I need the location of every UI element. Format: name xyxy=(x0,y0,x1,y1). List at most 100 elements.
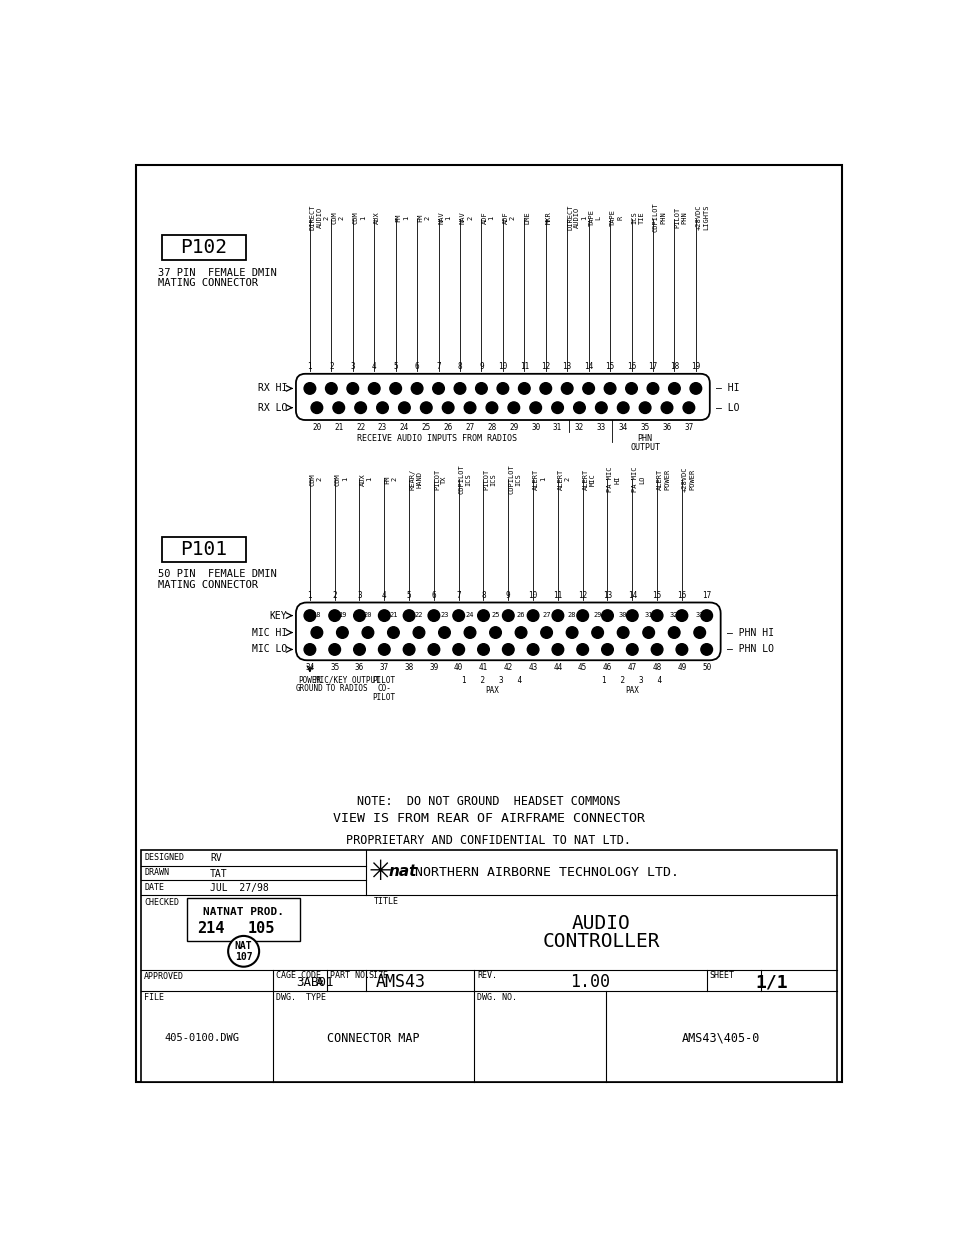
Text: 50 PIN  FEMALE DMIN: 50 PIN FEMALE DMIN xyxy=(158,569,276,579)
Text: 6: 6 xyxy=(431,592,436,600)
Text: FM
2: FM 2 xyxy=(384,475,396,484)
Text: 29: 29 xyxy=(509,424,517,432)
Text: NATNAT PROD.: NATNAT PROD. xyxy=(203,906,284,918)
Circle shape xyxy=(390,383,401,394)
Text: ✳: ✳ xyxy=(368,858,391,885)
Text: PILOT: PILOT xyxy=(373,676,395,684)
Text: 46: 46 xyxy=(602,663,612,672)
Text: TO RADIOS: TO RADIOS xyxy=(326,684,368,693)
Text: AUDIO: AUDIO xyxy=(572,914,630,932)
Text: 36: 36 xyxy=(355,663,364,672)
Text: — LO: — LO xyxy=(716,403,739,412)
Circle shape xyxy=(329,610,340,621)
Text: 33: 33 xyxy=(596,424,605,432)
Text: AMS43: AMS43 xyxy=(375,973,425,992)
Text: 13: 13 xyxy=(602,592,612,600)
Circle shape xyxy=(354,643,365,656)
Text: 33: 33 xyxy=(695,611,703,618)
Circle shape xyxy=(329,643,340,656)
Circle shape xyxy=(438,626,450,638)
Text: DRAWN: DRAWN xyxy=(144,868,169,877)
Text: MKR: MKR xyxy=(545,211,551,224)
Circle shape xyxy=(464,401,476,414)
Text: 10: 10 xyxy=(528,592,537,600)
Circle shape xyxy=(486,401,497,414)
Text: REV.: REV. xyxy=(476,972,497,981)
Text: DME: DME xyxy=(524,211,530,224)
Text: COM
1: COM 1 xyxy=(353,211,365,224)
Circle shape xyxy=(420,401,432,414)
Circle shape xyxy=(625,383,637,394)
Text: 2: 2 xyxy=(332,592,336,600)
Circle shape xyxy=(228,936,259,967)
Text: nat: nat xyxy=(389,864,416,879)
Circle shape xyxy=(502,610,514,621)
Text: 105: 105 xyxy=(247,921,274,936)
Text: 11: 11 xyxy=(553,592,562,600)
Text: 19: 19 xyxy=(691,362,700,370)
Text: 8: 8 xyxy=(457,362,462,370)
Circle shape xyxy=(642,626,654,638)
Text: 3AB01: 3AB01 xyxy=(296,976,334,988)
Text: PAX: PAX xyxy=(625,685,639,694)
Text: CO-: CO- xyxy=(377,684,391,693)
Text: 37 PIN  FEMALE DMIN: 37 PIN FEMALE DMIN xyxy=(158,268,276,278)
Text: ALERT
POWER: ALERT POWER xyxy=(657,468,669,490)
Text: ALERT
2: ALERT 2 xyxy=(558,468,570,490)
Text: 48: 48 xyxy=(652,663,661,672)
Circle shape xyxy=(693,626,705,638)
Text: COPILOT
ICS: COPILOT ICS xyxy=(458,464,471,494)
Text: 23: 23 xyxy=(439,611,448,618)
Text: 30: 30 xyxy=(618,611,627,618)
Text: PILOT
ICS: PILOT ICS xyxy=(483,468,496,490)
Text: APPROVED: APPROVED xyxy=(144,972,184,981)
Text: 7: 7 xyxy=(436,362,440,370)
Text: 26: 26 xyxy=(517,611,525,618)
Circle shape xyxy=(617,626,628,638)
Text: 4: 4 xyxy=(372,362,376,370)
Circle shape xyxy=(433,383,444,394)
Text: 14: 14 xyxy=(627,592,637,600)
Circle shape xyxy=(617,401,628,414)
Circle shape xyxy=(660,401,672,414)
Text: 32: 32 xyxy=(575,424,583,432)
Text: PA MIC
LO: PA MIC LO xyxy=(632,467,644,492)
Text: RX HI: RX HI xyxy=(257,383,287,394)
Circle shape xyxy=(304,610,315,621)
FancyBboxPatch shape xyxy=(295,603,720,661)
Text: 16: 16 xyxy=(626,362,636,370)
Text: 36: 36 xyxy=(661,424,671,432)
Circle shape xyxy=(529,401,541,414)
Text: 29: 29 xyxy=(593,611,601,618)
Circle shape xyxy=(497,383,508,394)
Text: JUL  27/98: JUL 27/98 xyxy=(210,883,269,893)
Text: 9: 9 xyxy=(505,592,510,600)
Circle shape xyxy=(428,643,439,656)
Circle shape xyxy=(311,401,322,414)
Text: ADF
2: ADF 2 xyxy=(502,211,516,224)
FancyBboxPatch shape xyxy=(295,374,709,420)
Text: COM
2: COM 2 xyxy=(331,211,344,224)
Circle shape xyxy=(515,626,526,638)
Text: 34: 34 xyxy=(305,663,314,672)
Text: 21: 21 xyxy=(389,611,397,618)
Circle shape xyxy=(682,401,694,414)
Text: 11: 11 xyxy=(519,362,528,370)
Text: 25: 25 xyxy=(421,424,431,432)
Text: DWG. NO.: DWG. NO. xyxy=(476,993,517,1002)
Circle shape xyxy=(387,626,399,638)
Text: — PHN LO: — PHN LO xyxy=(726,645,773,655)
Circle shape xyxy=(304,383,315,394)
Circle shape xyxy=(651,643,662,656)
Text: 50: 50 xyxy=(701,663,711,672)
Text: TAT: TAT xyxy=(210,868,228,878)
Text: 21: 21 xyxy=(334,424,343,432)
Circle shape xyxy=(700,610,712,621)
Text: PHN: PHN xyxy=(637,433,652,443)
Text: — PHN HI: — PHN HI xyxy=(726,627,773,637)
Text: AUX: AUX xyxy=(374,211,380,224)
Text: 34: 34 xyxy=(618,424,627,432)
Text: 31: 31 xyxy=(644,611,652,618)
Circle shape xyxy=(651,610,662,621)
Text: PAX: PAX xyxy=(484,685,498,694)
